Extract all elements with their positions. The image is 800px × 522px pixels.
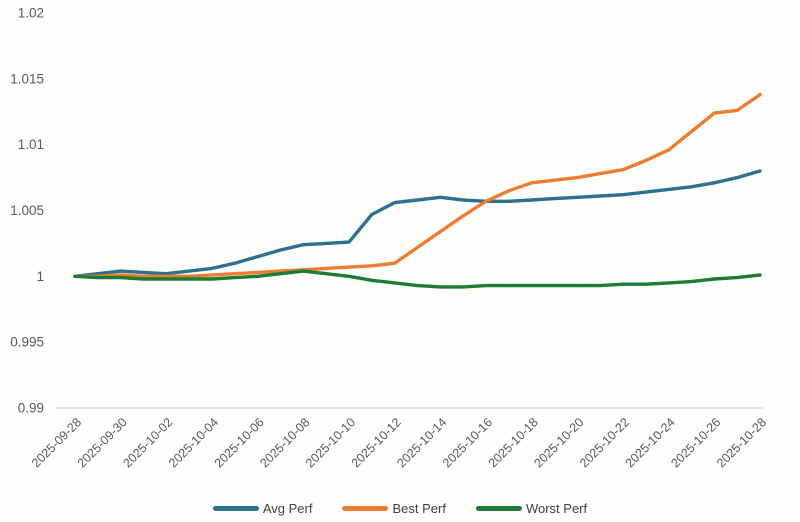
series-line-avg-perf: [73, 169, 762, 278]
y-tick-label: 1.005: [10, 203, 44, 218]
legend-label-avg-perf: Avg Perf: [262, 500, 313, 516]
legend-label-best-perf: Best Perf: [392, 500, 446, 516]
y-tick-label: 1.01: [18, 137, 44, 152]
legend-swatch-worst-perf: [475, 505, 522, 511]
y-tick-label: 0.995: [10, 335, 44, 350]
legend-swatch-avg-perf: [212, 505, 259, 511]
y-tick-label: 1.02: [18, 6, 44, 21]
legend-label-worst-perf: Worst Perf: [525, 500, 588, 516]
y-tick-label: 1: [36, 269, 44, 284]
series-line-worst-perf: [73, 269, 762, 289]
x-tick-label: 2025-10-28: [714, 415, 769, 470]
series-line-best-perf: [73, 92, 762, 278]
legend-item-best-perf: Best Perf: [342, 500, 446, 516]
y-tick-label: 1.015: [10, 71, 44, 86]
chart-legend: Avg Perf Best Perf Worst Perf: [0, 497, 800, 519]
y-tick-label: 0.99: [18, 401, 44, 416]
legend-item-avg-perf: Avg Perf: [212, 500, 313, 516]
legend-item-worst-perf: Worst Perf: [475, 500, 588, 516]
legend-swatch-best-perf: [342, 505, 389, 511]
